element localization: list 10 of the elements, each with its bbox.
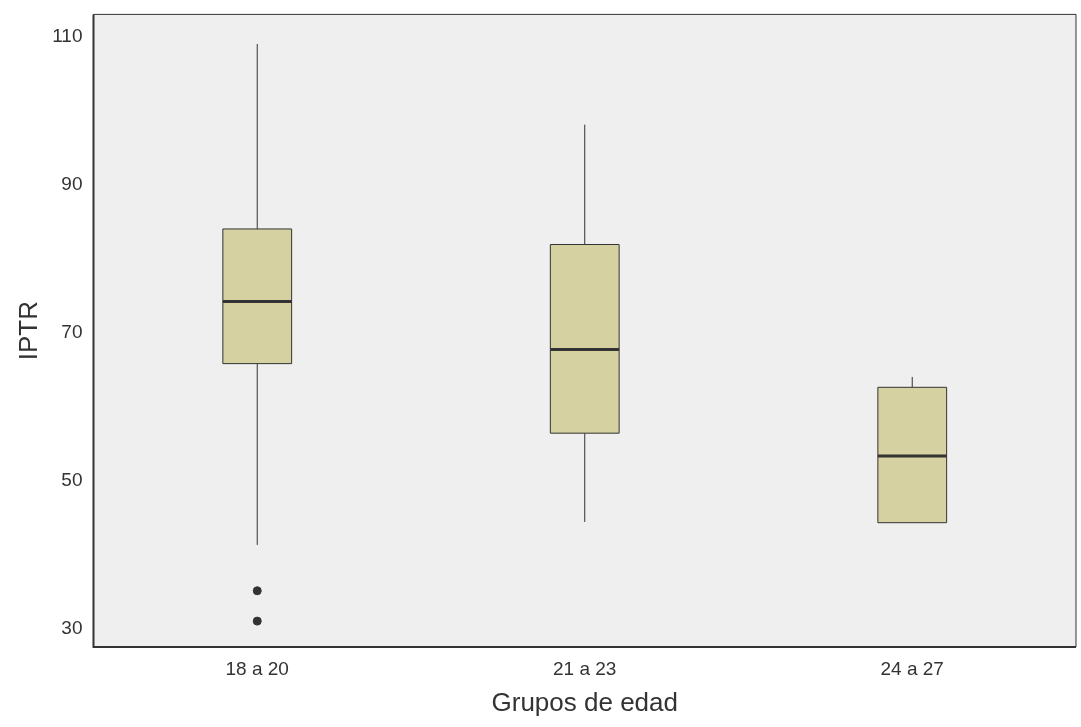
- y-tick-label: 50: [61, 468, 83, 490]
- y-axis-title: IPTR: [12, 301, 43, 361]
- x-axis-title: Grupos de edad: [491, 686, 678, 717]
- y-tick-label: 90: [61, 172, 83, 194]
- y-tick-label: 30: [61, 616, 83, 638]
- x-tick-label: 18 a 20: [225, 657, 289, 679]
- y-tick-label: 110: [52, 24, 83, 46]
- y-tick-label: 70: [61, 320, 83, 342]
- x-tick-label: 24 a 27: [880, 657, 944, 679]
- x-tick-label: 21 a 23: [553, 657, 617, 679]
